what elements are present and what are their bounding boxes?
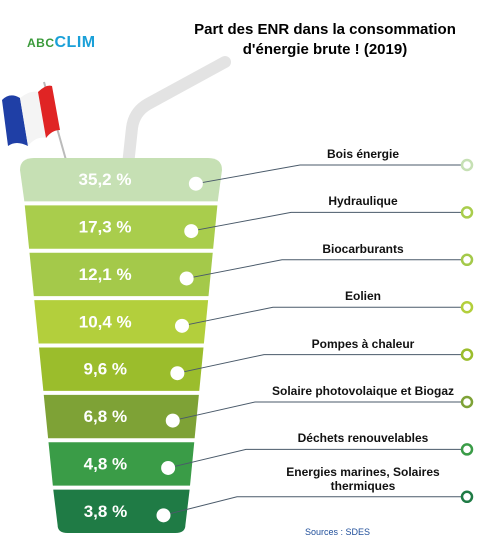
straw bbox=[122, 56, 231, 171]
category-label: Pompes à chaleur bbox=[311, 336, 415, 351]
funnel-segment bbox=[29, 252, 213, 297]
connector bbox=[191, 211, 462, 232]
category-label: Hydraulique bbox=[328, 194, 398, 209]
segment-dot bbox=[170, 366, 185, 381]
category-label: Bois énergie bbox=[326, 147, 400, 161]
chart-title: Part des ENR dans la consommation d'éner… bbox=[194, 21, 456, 58]
value-label: 35,2 % bbox=[79, 170, 132, 189]
funnel-segment bbox=[20, 158, 222, 202]
legend-dot bbox=[460, 443, 474, 456]
logo-right: CLIM bbox=[54, 34, 96, 51]
segment-dot bbox=[175, 318, 190, 333]
segment-dot bbox=[161, 460, 176, 475]
legend-dot bbox=[460, 490, 474, 504]
value-label: 12,1 % bbox=[79, 265, 132, 284]
category-label: Energies marines, Solaires thermiques bbox=[286, 464, 440, 493]
legend-dot bbox=[460, 158, 474, 172]
source: Sources : SDES bbox=[305, 527, 371, 537]
funnel-segment bbox=[43, 394, 199, 439]
funnel-segment bbox=[53, 489, 190, 533]
value-label: 4,8 % bbox=[84, 454, 127, 473]
value-label: 17,3 % bbox=[79, 218, 132, 237]
connector bbox=[172, 401, 462, 422]
funnel-segment bbox=[39, 347, 204, 391]
connector bbox=[163, 496, 462, 516]
legend-dot bbox=[460, 206, 474, 219]
category-label: Biocarburants bbox=[322, 241, 404, 256]
connector bbox=[168, 448, 462, 469]
category-label: Déchets renouvelables bbox=[297, 431, 429, 446]
legend-dot bbox=[460, 253, 474, 267]
segment-dot bbox=[179, 271, 194, 286]
flag bbox=[2, 81, 67, 161]
value-label: 10,4 % bbox=[79, 312, 132, 331]
segment-dot bbox=[188, 176, 203, 191]
connector bbox=[181, 306, 462, 327]
category-label: Solaire photovolaique et Biogaz bbox=[271, 384, 455, 398]
connector bbox=[186, 259, 462, 279]
funnel-segment bbox=[34, 300, 209, 344]
legend-dot bbox=[460, 300, 474, 314]
segment-dot bbox=[156, 508, 171, 523]
funnel-segment bbox=[24, 205, 218, 249]
funnel-segment bbox=[48, 442, 195, 486]
segment-dot bbox=[184, 224, 199, 239]
legend-dot bbox=[460, 395, 474, 409]
segment-dot bbox=[165, 413, 180, 428]
value-label: 9,6 % bbox=[84, 360, 127, 379]
legend-dot bbox=[460, 348, 474, 361]
category-label: Eolien bbox=[344, 289, 381, 304]
logo-left: ABC bbox=[27, 36, 55, 50]
value-label: 6,8 % bbox=[84, 407, 127, 426]
logo: ABCCLIM bbox=[27, 34, 96, 52]
connector bbox=[195, 164, 462, 185]
value-label: 3,8 % bbox=[84, 502, 127, 521]
connector bbox=[177, 354, 462, 374]
